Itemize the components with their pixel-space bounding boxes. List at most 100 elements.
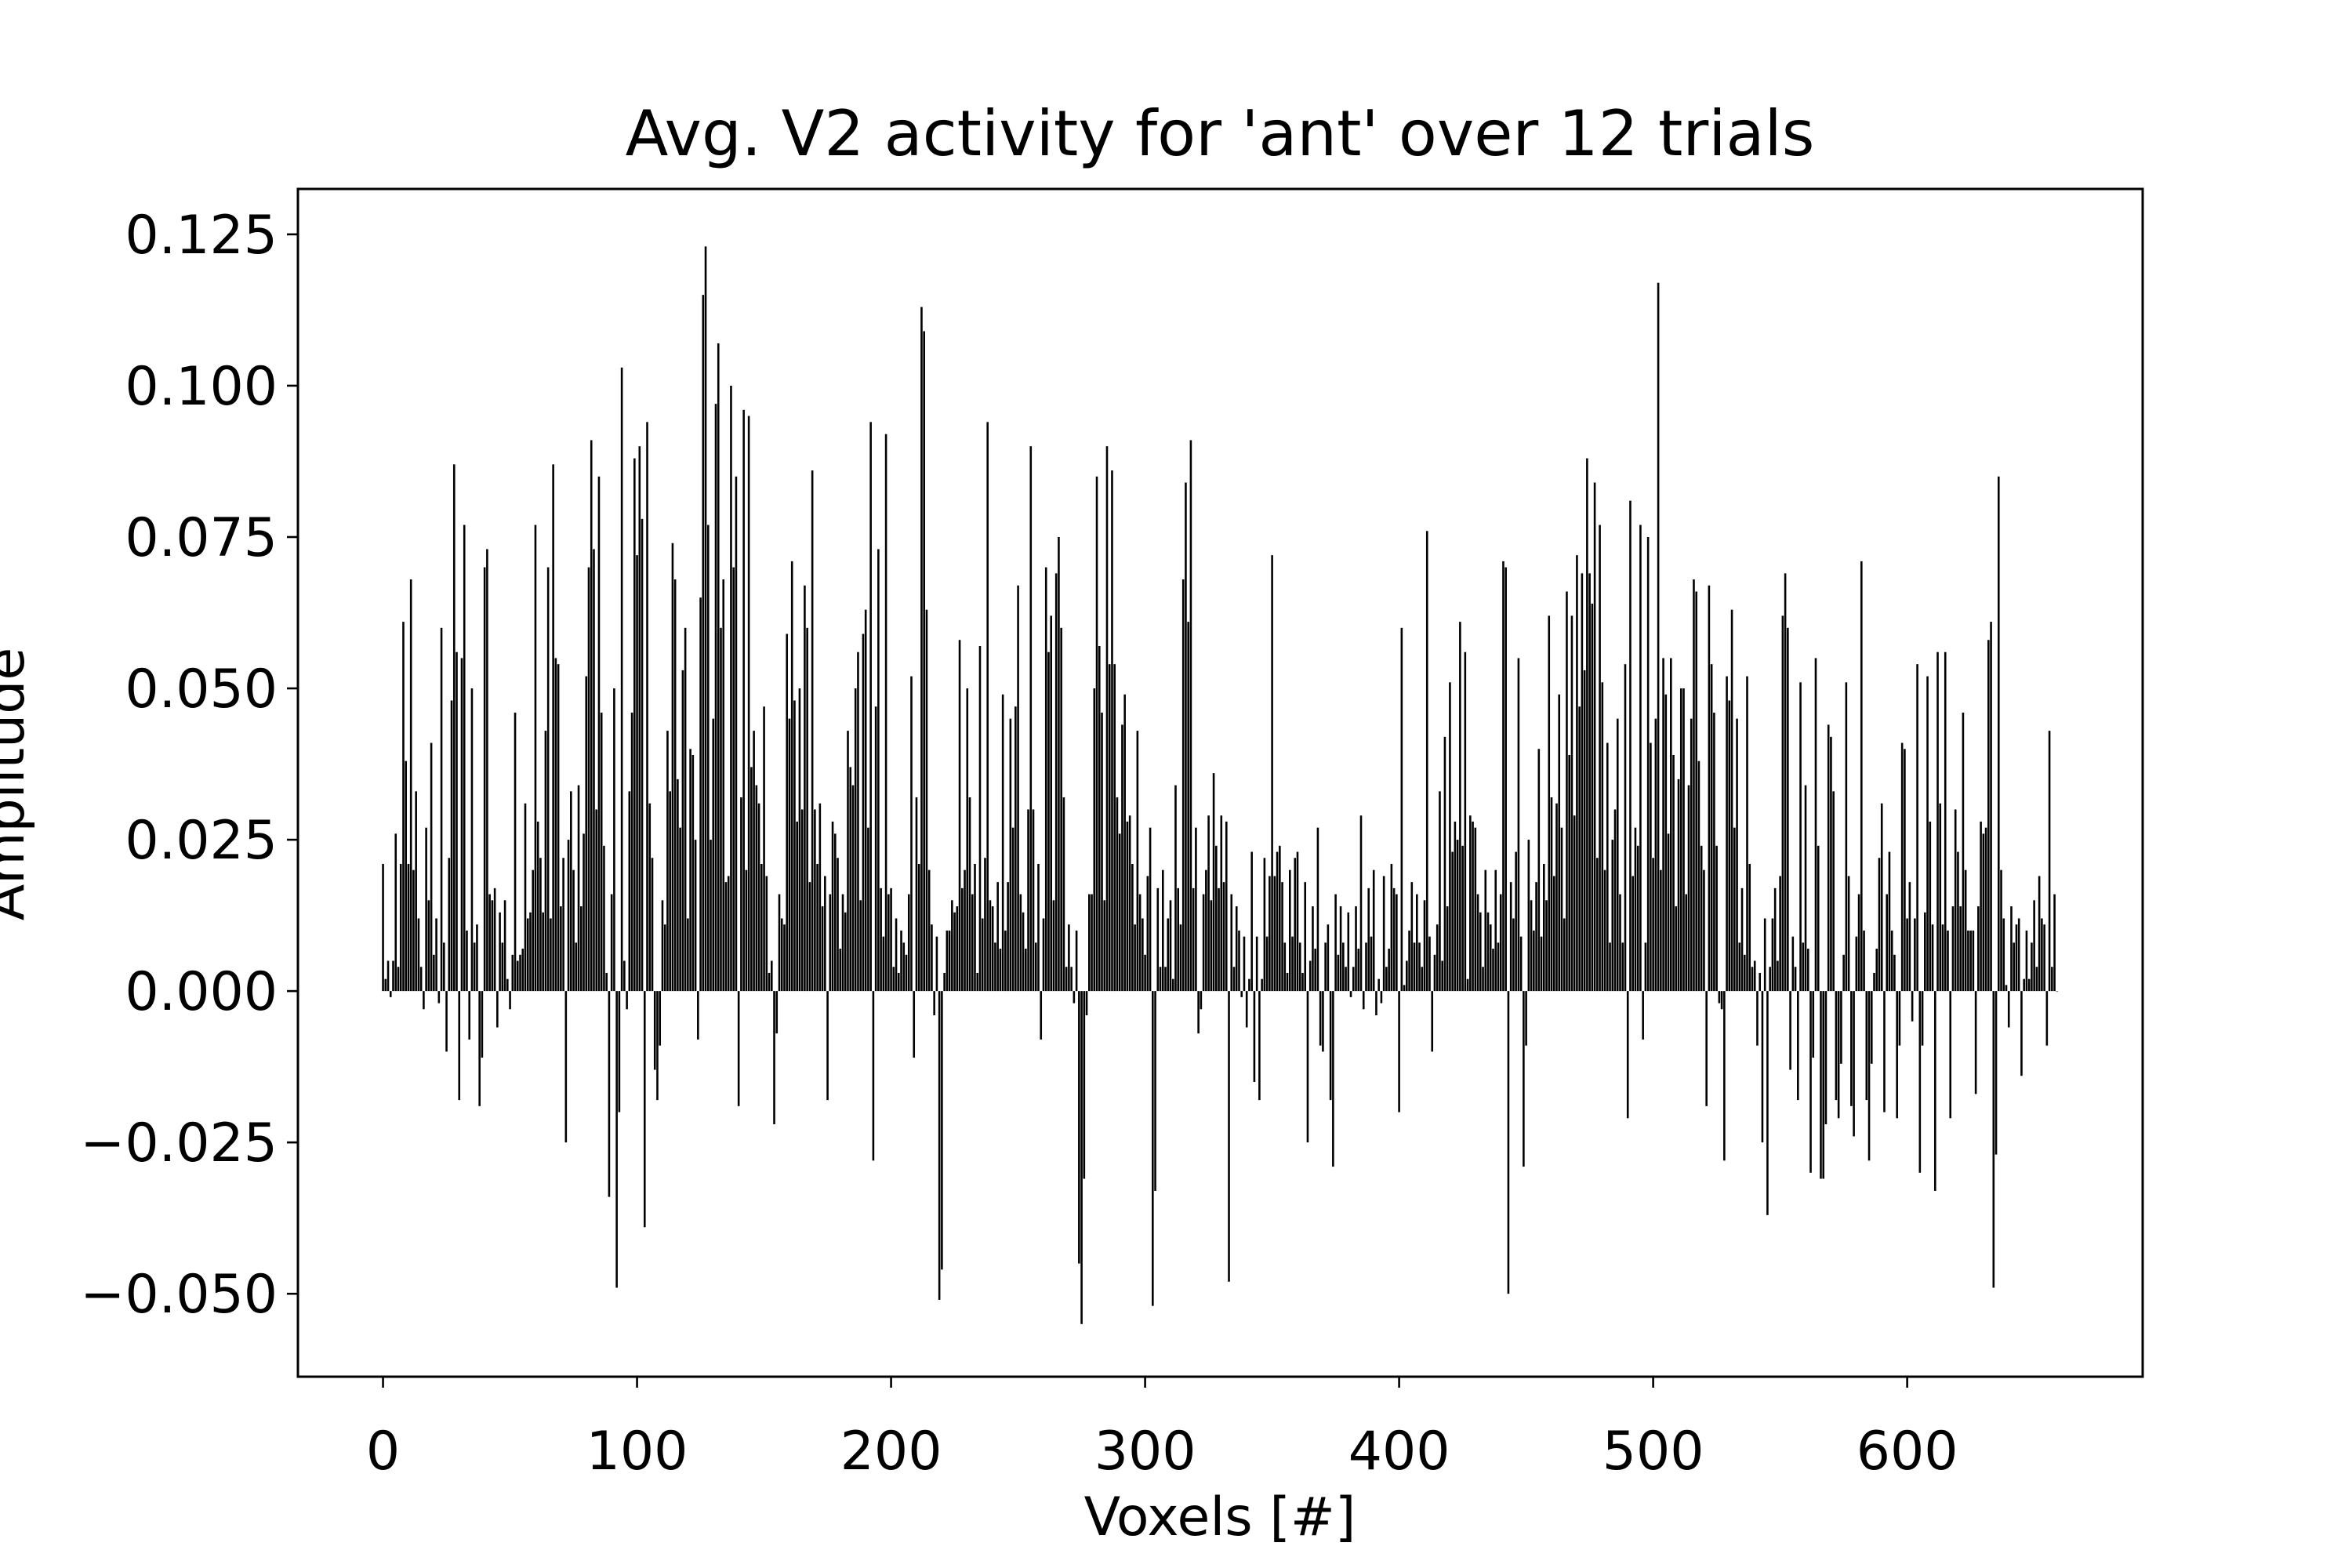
bar (1603, 869, 1606, 992)
bar (1677, 779, 1680, 992)
bar (1865, 991, 1868, 1101)
bar (1832, 791, 1835, 992)
bar (1657, 282, 1660, 992)
bar (417, 918, 420, 992)
bar (1253, 991, 1256, 1082)
bar (1225, 821, 1228, 992)
bar (775, 991, 779, 1034)
bar (1535, 882, 1537, 992)
bar (2041, 918, 2043, 992)
bar (2043, 924, 2045, 992)
bar (1817, 845, 1820, 992)
bar (1301, 972, 1304, 992)
bar (1740, 887, 1744, 992)
bar (2038, 876, 2041, 992)
bar (1428, 936, 1431, 992)
bar (1504, 567, 1507, 992)
bar (800, 809, 804, 992)
bar (1611, 840, 1614, 992)
bar (456, 652, 458, 992)
bar (1563, 918, 1566, 992)
bar (1540, 936, 1543, 992)
bar (1042, 918, 1045, 992)
bar (854, 688, 857, 992)
bar (1230, 894, 1233, 992)
bar (811, 470, 814, 992)
bar (1916, 664, 1918, 992)
bar (1027, 809, 1029, 992)
bar (1382, 876, 1385, 992)
y-tick-label: 0.100 (125, 356, 278, 418)
bar (1032, 809, 1035, 992)
bar (1385, 967, 1388, 992)
bar (435, 918, 437, 992)
bar (880, 887, 882, 992)
bar (1947, 930, 1949, 992)
bar (1472, 821, 1474, 992)
bar (925, 609, 928, 992)
bar (575, 942, 578, 992)
bar (1708, 585, 1711, 992)
bar (1687, 785, 1690, 992)
y-tick-label: −0.050 (80, 1264, 278, 1326)
bar (1200, 991, 1203, 1010)
bar (1918, 991, 1922, 1173)
bar (724, 882, 728, 992)
bar (1873, 972, 1875, 992)
bar (1174, 785, 1177, 992)
bar (1408, 930, 1410, 992)
bar (1054, 573, 1058, 992)
bar (1954, 809, 1957, 992)
bar (585, 676, 588, 992)
bar (659, 991, 662, 1046)
bar (793, 700, 796, 992)
bar (1766, 991, 1769, 1215)
bar (742, 409, 745, 992)
bar (499, 912, 501, 992)
bar (593, 549, 595, 992)
y-tick-label: −0.025 (80, 1112, 278, 1174)
bar (727, 876, 730, 992)
bar (984, 858, 986, 992)
bar (732, 567, 735, 992)
bar (1281, 882, 1283, 992)
y-tick-label: 0.125 (125, 205, 278, 267)
bar (837, 858, 839, 992)
bar (1398, 991, 1400, 1112)
bar (1261, 978, 1263, 992)
bar (1632, 876, 1634, 992)
bar (626, 991, 628, 1010)
bar (1893, 954, 1896, 992)
bar (1004, 930, 1007, 992)
bar (620, 367, 623, 992)
bar (976, 972, 979, 992)
bar (1044, 567, 1047, 992)
bar (989, 900, 992, 992)
bar (1025, 949, 1027, 992)
bar (2013, 942, 2016, 992)
bar (1255, 936, 1258, 992)
bar (1736, 718, 1738, 992)
bar (1710, 664, 1713, 992)
bar (1751, 967, 1754, 992)
bar (1327, 924, 1330, 992)
bar (1098, 645, 1101, 992)
bar (1593, 482, 1596, 992)
bar (546, 567, 550, 992)
bar (630, 712, 633, 992)
bar (892, 967, 895, 992)
bar (1870, 991, 1873, 1064)
bar (1332, 991, 1334, 1167)
bar (1533, 930, 1535, 992)
bar (943, 972, 946, 992)
x-tick-label: 300 (1094, 1421, 1196, 1483)
bar (958, 640, 961, 992)
bar (1050, 615, 1053, 992)
bar (895, 918, 898, 992)
bar (2025, 930, 2028, 992)
bar (717, 343, 720, 992)
bar (1339, 906, 1342, 992)
bar (2031, 942, 2033, 992)
bar (1933, 991, 1936, 1191)
bar (1552, 876, 1555, 992)
